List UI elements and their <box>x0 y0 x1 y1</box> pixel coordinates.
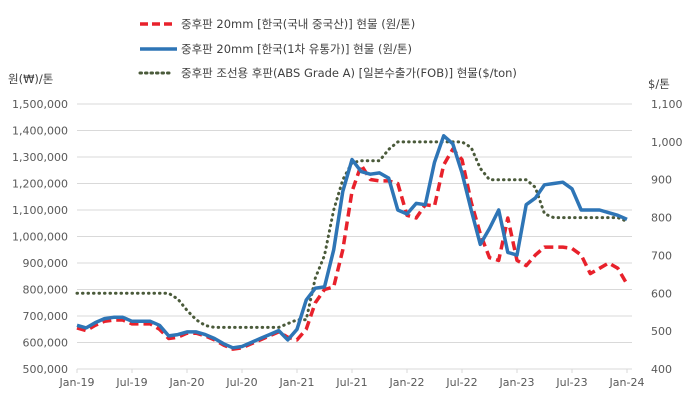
legend-item-korea-domestic-chinese: 중후판 20mm [한국(국내 중국산)] 현물 (원/톤) <box>140 17 415 31</box>
x-axis-ticks: Jan-19 Jul-19 Jan-20 Jul-20 Jan-21 Jul-21 Jan-… <box>59 369 645 389</box>
x-axis-tick-label: Jan-21 <box>279 376 315 389</box>
series-line-solid <box>76 134 628 350</box>
x-axis-tick-label: Jul-19 <box>115 376 147 389</box>
right-axis-tick-label: 500 <box>651 325 672 338</box>
right-axis-tick-label: 1,100 <box>651 98 683 111</box>
x-axis-tick-label: Jan-23 <box>499 376 535 389</box>
right-axis-tick-label: 400 <box>651 363 672 376</box>
gridlines <box>77 103 632 370</box>
legend-label: 중후판 20mm [한국(국내 중국산)] 현물 (원/톤) <box>181 17 415 31</box>
x-axis-tick-label: Jan-20 <box>169 376 205 389</box>
x-axis-tick-label: Jul-20 <box>225 376 257 389</box>
legend-item-japan-export-fob: 중후판 조선용 후판(ABS Grade A) [일본수출가(FOB)] 현물(… <box>138 66 517 80</box>
left-axis-tick-label: 700,000 <box>23 310 69 323</box>
left-axis-tick-label: 500,000 <box>23 363 69 376</box>
right-axis-tick-label: 800 <box>651 212 672 225</box>
left-axis-ticks: 500,000 600,000 700,000 800,000 900,000 1,000… <box>12 98 68 376</box>
legend-label: 중후판 20mm [한국(1차 유통가)] 현물 (원/톤) <box>181 42 412 56</box>
x-axis-tick-label: Jan-19 <box>59 376 95 389</box>
series-lines <box>75 134 629 351</box>
x-axis-tick-label: Jul-21 <box>335 376 367 389</box>
right-axis-tick-label: 700 <box>651 249 672 262</box>
x-axis-tick-label: Jan-22 <box>389 376 425 389</box>
left-axis-tick-label: 1,400,000 <box>12 125 68 138</box>
left-axis-tick-label: 1,200,000 <box>12 178 68 191</box>
x-axis-tick-label: Jan-24 <box>609 376 645 389</box>
left-axis-tick-label: 1,300,000 <box>12 151 68 164</box>
left-axis-tick-label: 1,000,000 <box>12 231 68 244</box>
right-axis-tick-label: 1,000 <box>651 136 683 149</box>
left-axis-tick-label: 900,000 <box>23 257 69 270</box>
legend-label: 중후판 조선용 후판(ABS Grade A) [일본수출가(FOB)] 현물(… <box>181 66 517 80</box>
legend-item-korea-primary-distribution: 중후판 20mm [한국(1차 유통가)] 현물 (원/톤) <box>140 42 412 56</box>
right-axis-title: $/톤 <box>648 77 670 91</box>
left-axis-tick-label: 1,100,000 <box>12 204 68 217</box>
right-axis-ticks: 400 500 600 700 800 900 1,000 1,100 <box>651 98 683 376</box>
left-axis-tick-label: 600,000 <box>23 337 69 350</box>
left-axis-tick-label: 800,000 <box>23 284 69 297</box>
x-axis-tick-label: Jul-23 <box>555 376 587 389</box>
left-axis-title: 원(₩)/톤 <box>8 72 53 86</box>
series-line-dotted <box>75 140 629 329</box>
x-axis-tick-label: Jul-22 <box>445 376 477 389</box>
left-axis-tick-label: 1,500,000 <box>12 98 68 111</box>
right-axis-tick-label: 600 <box>651 287 672 300</box>
series-line-dashed <box>76 147 629 351</box>
right-axis-tick-label: 900 <box>651 174 672 187</box>
legend: 중후판 20mm [한국(국내 중국산)] 현물 (원/톤) 중후판 20mm … <box>138 17 517 80</box>
